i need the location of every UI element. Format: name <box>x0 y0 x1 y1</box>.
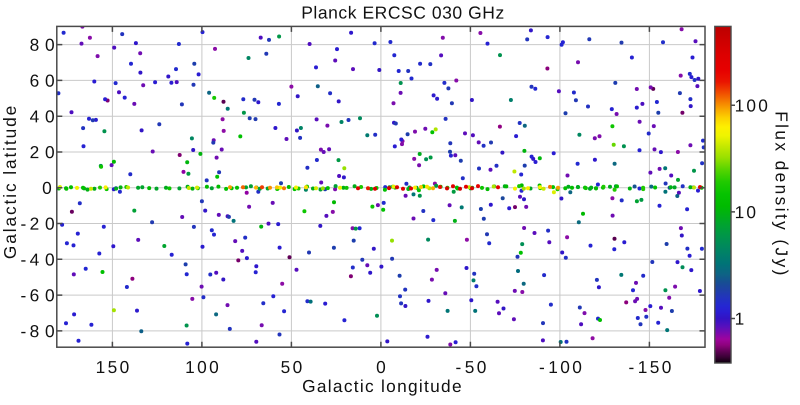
svg-text:5: 5 <box>650 357 660 377</box>
svg-text:0: 0 <box>477 357 487 377</box>
svg-text:4: 4 <box>30 249 40 269</box>
svg-text:0: 0 <box>45 249 55 269</box>
svg-text:0: 0 <box>45 106 55 126</box>
svg-text:-: - <box>21 249 27 269</box>
svg-text:0: 0 <box>45 142 55 162</box>
svg-text:5: 5 <box>281 357 291 377</box>
svg-text:0: 0 <box>560 357 570 377</box>
svg-text:0: 0 <box>45 285 55 305</box>
svg-text:6: 6 <box>30 285 40 305</box>
svg-text:0: 0 <box>45 35 55 55</box>
svg-text:1: 1 <box>638 357 648 377</box>
svg-text:0: 0 <box>758 95 768 115</box>
svg-text:0: 0 <box>45 71 55 91</box>
svg-text:1: 1 <box>185 357 195 377</box>
svg-text:1: 1 <box>96 357 106 377</box>
svg-text:8: 8 <box>30 35 40 55</box>
svg-text:1: 1 <box>735 202 745 222</box>
svg-text:0: 0 <box>120 357 130 377</box>
svg-text:2: 2 <box>30 214 40 234</box>
svg-text:0: 0 <box>376 357 386 377</box>
svg-text:0: 0 <box>197 357 207 377</box>
svg-text:1: 1 <box>735 95 745 115</box>
svg-text:0: 0 <box>662 357 672 377</box>
svg-text:8: 8 <box>30 321 40 341</box>
svg-text:0: 0 <box>45 214 55 234</box>
svg-text:4: 4 <box>30 106 40 126</box>
svg-text:0: 0 <box>42 178 52 198</box>
svg-text:-: - <box>21 214 27 234</box>
svg-text:2: 2 <box>30 142 40 162</box>
svg-text:Galactic longitude: Galactic longitude <box>302 376 463 396</box>
svg-text:0: 0 <box>209 357 219 377</box>
svg-text:5: 5 <box>465 357 475 377</box>
svg-text:0: 0 <box>746 202 756 222</box>
svg-text:Flux density (Jy): Flux density (Jy) <box>772 111 792 278</box>
svg-text:1: 1 <box>548 357 558 377</box>
svg-text:Galactic latitude: Galactic latitude <box>0 104 20 259</box>
svg-text:0: 0 <box>293 357 303 377</box>
svg-text:-: - <box>21 285 27 305</box>
svg-text:6: 6 <box>30 71 40 91</box>
svg-text:0: 0 <box>572 357 582 377</box>
svg-text:-: - <box>629 357 635 377</box>
svg-text:0: 0 <box>746 95 756 115</box>
svg-text:-: - <box>456 357 462 377</box>
svg-text:-: - <box>21 321 27 341</box>
svg-text:1: 1 <box>735 309 745 329</box>
svg-text:Planck ERCSC 030 GHz: Planck ERCSC 030 GHz <box>301 3 505 23</box>
svg-text:0: 0 <box>45 321 55 341</box>
svg-text:-: - <box>539 357 545 377</box>
svg-text:5: 5 <box>108 357 118 377</box>
